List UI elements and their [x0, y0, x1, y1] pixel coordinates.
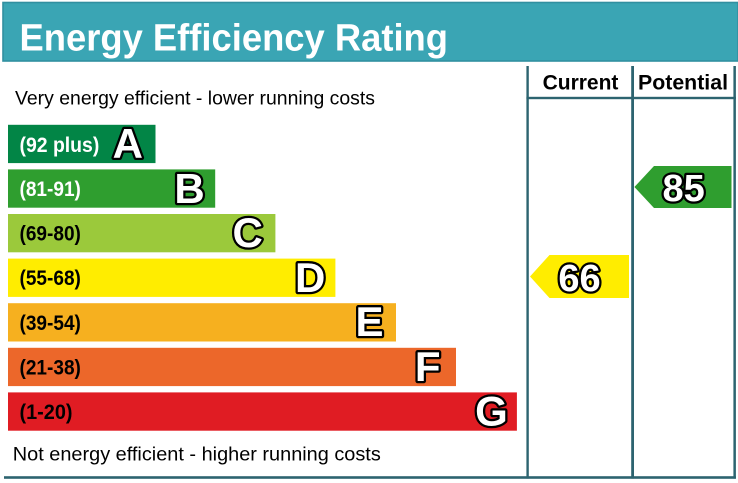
svg-text:C: C	[233, 209, 263, 256]
svg-text:D: D	[295, 254, 325, 301]
svg-text:E: E	[355, 298, 383, 345]
svg-text:(69-80): (69-80)	[20, 223, 81, 246]
svg-text:Energy Efficiency Rating: Energy Efficiency Rating	[20, 17, 449, 59]
svg-text:B: B	[174, 165, 204, 212]
svg-text:Current: Current	[543, 72, 619, 95]
svg-text:(55-68): (55-68)	[20, 267, 81, 290]
svg-text:Potential: Potential	[638, 72, 728, 95]
svg-text:(92 plus): (92 plus)	[20, 134, 100, 157]
svg-text:(81-91): (81-91)	[20, 178, 81, 201]
svg-text:Not energy efficient - higher: Not energy efficient - higher running co…	[13, 444, 381, 466]
svg-text:F: F	[415, 343, 441, 390]
svg-text:(21-38): (21-38)	[20, 356, 81, 379]
svg-text:(39-54): (39-54)	[20, 312, 81, 335]
svg-text:Very energy efficient - lower: Very energy efficient - lower running co…	[15, 88, 375, 110]
svg-text:85: 85	[662, 168, 704, 210]
svg-text:A: A	[113, 120, 143, 167]
svg-text:66: 66	[558, 258, 600, 300]
svg-text:G: G	[475, 387, 508, 434]
svg-text:(1-20): (1-20)	[20, 401, 73, 424]
